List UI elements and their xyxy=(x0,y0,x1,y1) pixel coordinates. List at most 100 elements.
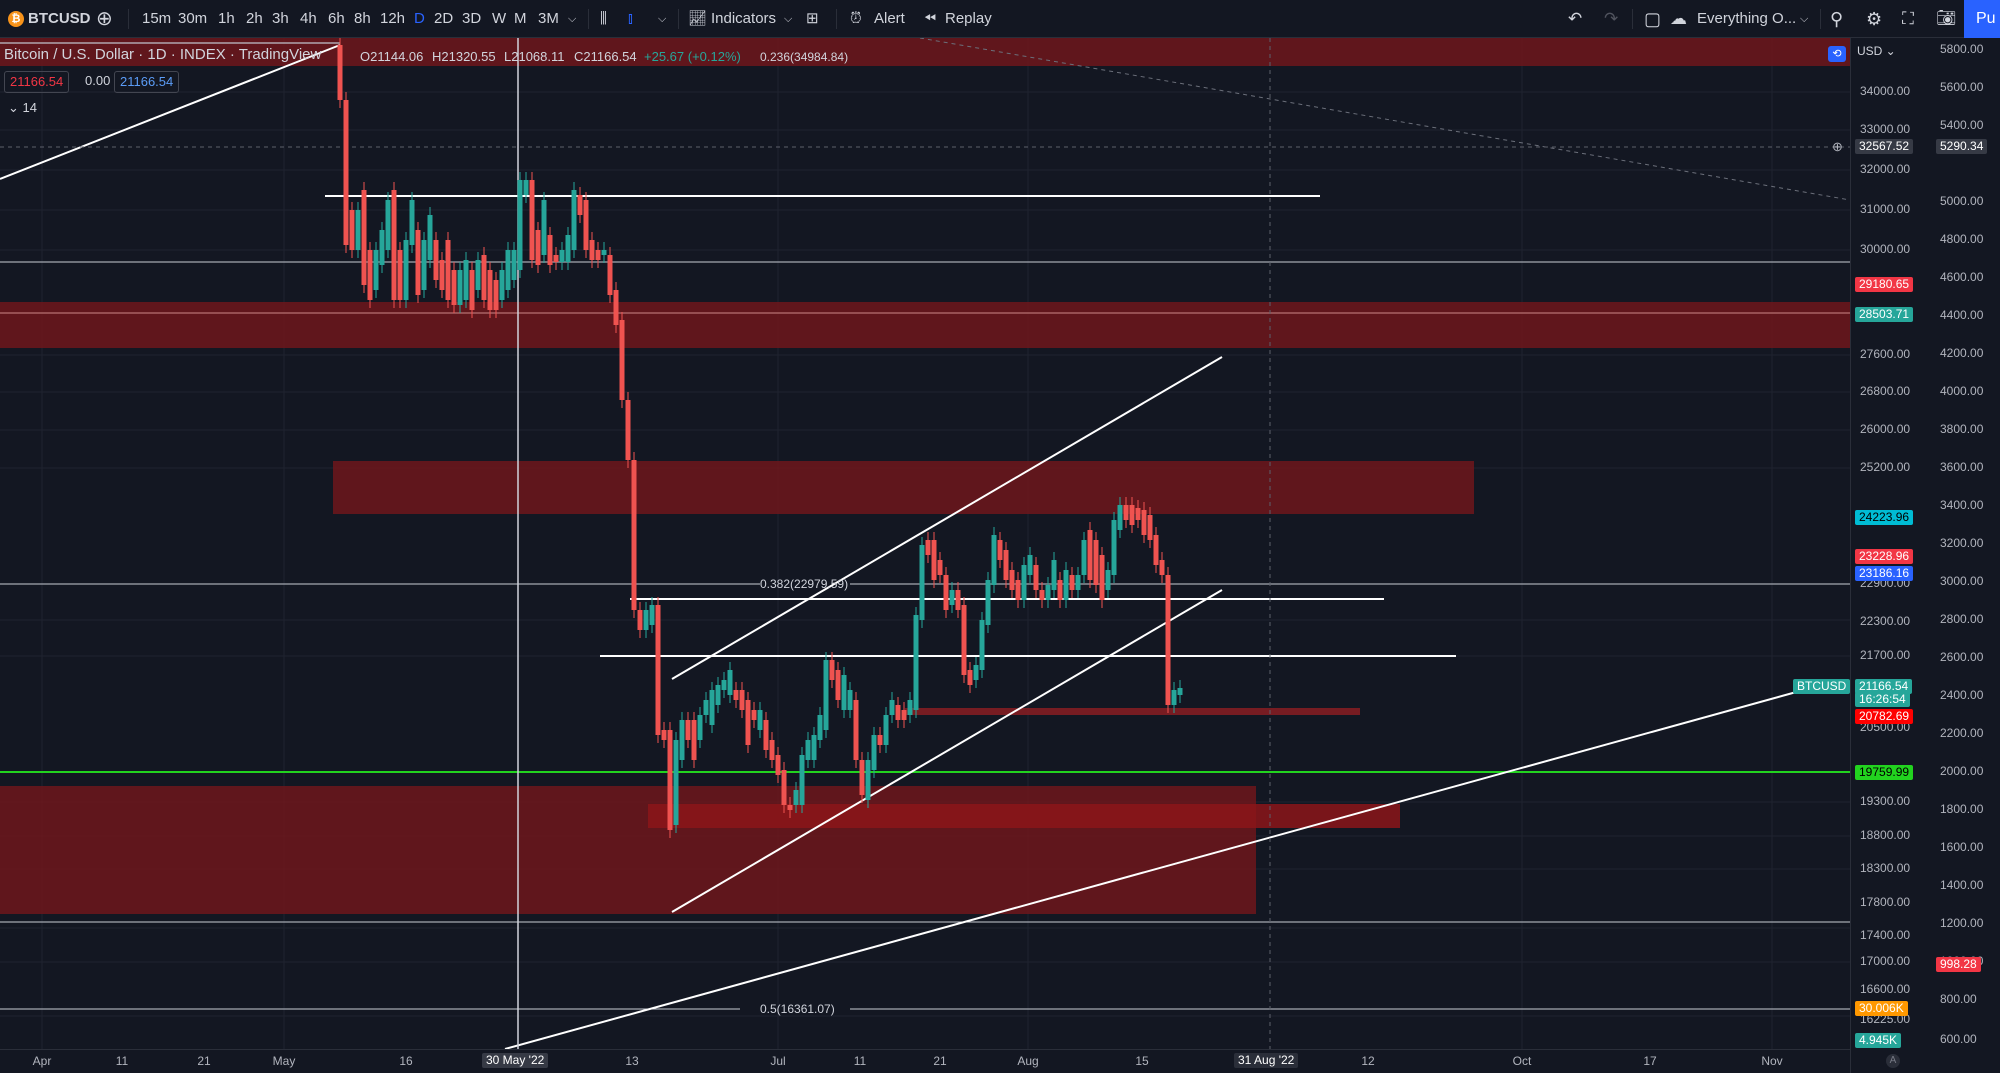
interval-3d[interactable]: 3D xyxy=(462,10,482,27)
candle[interactable] xyxy=(841,675,847,710)
candle[interactable] xyxy=(847,690,853,710)
candle[interactable] xyxy=(907,700,913,715)
candle[interactable] xyxy=(1027,555,1033,575)
candle[interactable] xyxy=(577,195,583,215)
chevron-down-icon[interactable]: ⌵ xyxy=(658,13,667,25)
candle[interactable] xyxy=(1051,560,1057,590)
layout-square-icon[interactable]: ▢ xyxy=(1644,9,1662,29)
candle[interactable] xyxy=(1093,540,1099,585)
candle[interactable] xyxy=(595,250,601,260)
candle[interactable] xyxy=(793,790,799,805)
candle[interactable] xyxy=(871,735,877,770)
candle[interactable] xyxy=(745,700,751,745)
candle[interactable] xyxy=(763,720,769,750)
candle[interactable] xyxy=(895,705,901,720)
channel-upper-line[interactable] xyxy=(671,356,1223,680)
chart-legend-title[interactable]: Bitcoin / U.S. Dollar · 1D · INDEX · Tra… xyxy=(4,46,322,63)
interval-1h[interactable]: 1h xyxy=(218,10,235,27)
candle[interactable] xyxy=(451,270,457,305)
candle[interactable] xyxy=(487,270,493,310)
templates-grid-icon[interactable]: ⊞ xyxy=(806,10,819,27)
candle[interactable] xyxy=(769,740,775,760)
candle[interactable] xyxy=(889,700,895,715)
candle[interactable] xyxy=(1159,560,1165,575)
candle[interactable] xyxy=(691,720,697,760)
buy-price-box[interactable]: 21166.54 xyxy=(114,71,180,93)
candle[interactable] xyxy=(733,690,739,700)
replay-button[interactable]: Replay xyxy=(945,10,992,27)
currency-selector[interactable]: USD ⌄ xyxy=(1857,44,1896,58)
candle[interactable] xyxy=(715,685,721,705)
zone-25000[interactable] xyxy=(333,461,1474,514)
candle[interactable] xyxy=(973,665,979,680)
candle[interactable] xyxy=(541,200,547,255)
candle[interactable] xyxy=(529,180,535,260)
candle[interactable] xyxy=(739,690,745,710)
zone-28500[interactable] xyxy=(0,302,1850,348)
candle[interactable] xyxy=(1087,530,1093,580)
candle[interactable] xyxy=(943,575,949,610)
candle[interactable] xyxy=(1009,570,1015,590)
layout-name-button[interactable]: Everything O... xyxy=(1697,10,1797,27)
candle[interactable] xyxy=(835,670,841,700)
candle[interactable] xyxy=(991,535,997,585)
candle[interactable] xyxy=(469,270,475,310)
candle[interactable] xyxy=(1069,575,1075,590)
sync-icon[interactable]: ⟲ xyxy=(1828,46,1846,62)
candle[interactable] xyxy=(949,590,955,605)
interval-4h[interactable]: 4h xyxy=(300,10,317,27)
candle[interactable] xyxy=(1057,580,1063,600)
interval-15m[interactable]: 15m xyxy=(142,10,172,27)
candle[interactable] xyxy=(955,590,961,610)
candle[interactable] xyxy=(883,715,889,745)
candle[interactable] xyxy=(937,560,943,575)
fullscreen-icon[interactable]: ⛶ xyxy=(1902,9,1914,28)
candle[interactable] xyxy=(673,740,679,825)
candle[interactable] xyxy=(1015,580,1021,600)
candle[interactable] xyxy=(799,755,805,805)
candle[interactable] xyxy=(1153,535,1159,565)
candle[interactable] xyxy=(901,710,907,720)
candle[interactable] xyxy=(919,545,925,620)
candle[interactable] xyxy=(493,280,499,310)
candle[interactable] xyxy=(697,715,703,740)
candle[interactable] xyxy=(1177,688,1183,695)
bars-chart-type-icon[interactable]: ⫾ xyxy=(628,10,633,27)
candle[interactable] xyxy=(877,735,883,745)
candle[interactable] xyxy=(961,605,967,675)
candle[interactable] xyxy=(637,610,643,630)
candle[interactable] xyxy=(361,190,367,285)
candle[interactable] xyxy=(643,610,649,630)
candle[interactable] xyxy=(727,670,733,695)
alert-button[interactable]: Alert xyxy=(874,10,905,27)
candle[interactable] xyxy=(505,250,511,290)
candle[interactable] xyxy=(373,250,379,290)
candle[interactable] xyxy=(985,580,991,625)
chevron-down-icon[interactable]: ⌵ xyxy=(568,13,577,25)
candle[interactable] xyxy=(997,540,1003,560)
candle[interactable] xyxy=(853,700,859,760)
candle[interactable] xyxy=(349,210,355,250)
candle[interactable] xyxy=(685,720,691,740)
candle[interactable] xyxy=(787,805,793,810)
interval-12h[interactable]: 12h xyxy=(380,10,406,27)
candle[interactable] xyxy=(775,755,781,775)
zone-19000[interactable] xyxy=(648,804,1400,828)
candle[interactable] xyxy=(1171,690,1177,705)
candle[interactable] xyxy=(967,670,973,685)
trendline-top-left[interactable] xyxy=(0,44,341,180)
candle[interactable] xyxy=(649,605,655,625)
candle[interactable] xyxy=(475,260,481,290)
candle[interactable] xyxy=(1141,510,1147,535)
cloud-icon[interactable]: ☁︎ xyxy=(1670,9,1687,28)
indicators-collapse[interactable]: ⌄ 14 xyxy=(8,100,37,116)
price-chart[interactable]: 0.382(22979.59) 0.5(16361.07) 0.236(3498… xyxy=(0,38,1850,1049)
candle[interactable] xyxy=(415,230,421,295)
candle[interactable] xyxy=(811,735,817,760)
candle[interactable] xyxy=(379,230,385,265)
candle[interactable] xyxy=(913,615,919,710)
candle[interactable] xyxy=(421,240,427,290)
candle[interactable] xyxy=(1147,515,1153,540)
publish-button[interactable]: Pu xyxy=(1964,0,2000,38)
interval-8h[interactable]: 8h xyxy=(354,10,371,27)
